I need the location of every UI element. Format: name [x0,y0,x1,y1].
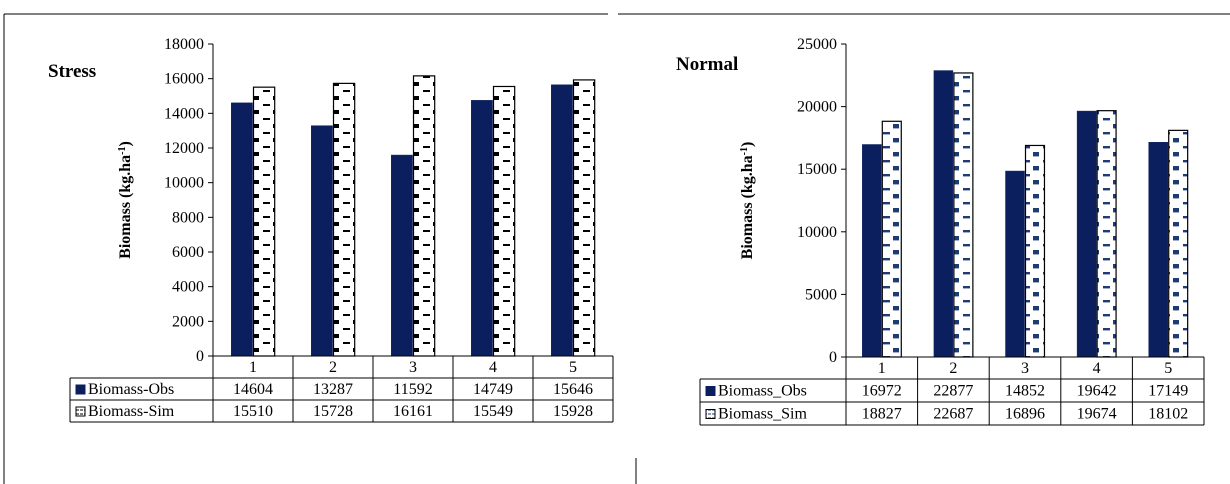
table-cell-value: 15646 [553,381,593,398]
bar-Biomass_Obs-1 [862,144,882,358]
y-tick-label: 18000 [164,36,204,53]
bar-Biomass-Obs-1 [231,102,253,357]
legend-series-name: Biomass-Obs [88,381,174,398]
x-category-label: 2 [329,359,337,376]
bar-Biomass-Obs-5 [551,84,573,357]
bar-Biomass_Obs-5 [1148,142,1168,358]
y-tick-label: 8000 [172,209,204,226]
y-axis-label-superscript: -1 [739,147,750,155]
x-category-label: 1 [878,360,886,377]
y-axis-label-close: ) [117,141,134,146]
y-tick-label: 12000 [164,140,204,157]
y-axis-label-superscript: -1 [117,146,128,154]
frame [3,13,1230,484]
bar-Biomass-Sim-3 [412,75,436,357]
y-tick-label: 0 [829,349,837,366]
y-tick-label: 10000 [797,224,837,241]
chart-title: Normal [676,54,738,75]
bar-Biomass-Sim-4 [492,85,516,357]
table-cell-value: 15549 [473,403,513,420]
x-category-label: 4 [489,359,497,376]
y-tick-label: 6000 [172,244,204,261]
legend-key-Biomass-Sim [75,406,86,417]
table-cell-value: 16972 [862,383,902,400]
y-axis-label: Biomass (kg.ha-1) [117,141,135,259]
y-tick-label: 0 [196,348,204,365]
bar-Biomass_Sim-5 [1168,129,1189,358]
table-cell-value: 16896 [1005,406,1045,423]
table-cell-value: 16161 [393,403,433,420]
table-cell-value: 19642 [1077,383,1117,400]
bar-Biomass_Sim-4 [1096,110,1117,358]
legend-series-name: Biomass_Obs [718,383,807,400]
stress-panel: Stress Biomass (kg.ha-1) 0 2000 4000 6000 8000… [48,36,614,423]
bar-Biomass-Sim-5 [572,79,596,357]
y-tick-label: 5000 [805,286,837,303]
bar-Biomass-Sim-1 [252,86,276,357]
y-tick-label: 10000 [164,175,204,192]
bar-Biomass_Obs-4 [1076,110,1097,358]
bar-Biomass_Obs-2 [933,70,954,358]
bar-Biomass-Sim-2 [332,82,356,357]
x-category-label: 5 [1164,360,1172,377]
x-category-label: 1 [249,359,257,376]
normal-panel: Normal Biomass (kg.ha-1) 0 5000 10000 15000 20… [676,36,1205,426]
table-cell-value: 15928 [553,403,593,420]
bar-Biomass-Obs-3 [391,154,413,357]
table-cell-value: 14749 [473,381,513,398]
table-cell-value: 18827 [862,406,902,423]
table-cell-value: 13287 [313,381,353,398]
bar-Biomass-Obs-2 [311,125,333,357]
table-cell-value: 19674 [1077,406,1117,423]
bar-Biomass_Obs-3 [1005,170,1025,358]
x-category-label: 3 [409,359,417,376]
table-cell-value: 17149 [1148,383,1188,400]
y-tick-label: 4000 [172,279,204,296]
y-tick-label: 15000 [797,161,837,178]
y-tick-label: 2000 [172,313,204,330]
legend-series-name: Biomass_Sim [718,406,807,423]
bar-Biomass_Sim-2 [953,72,974,358]
y-tick-label: 16000 [164,71,204,88]
y-axis-label-close: ) [739,142,756,147]
table-cell-value: 14604 [233,381,273,398]
table-cell-value: 14852 [1005,383,1045,400]
y-axis-label-main: Biomass (kg.ha [739,155,756,259]
y-tick-label: 14000 [164,105,204,122]
legend-key-Biomass_Sim [705,409,716,419]
x-category-label: 3 [1021,360,1029,377]
x-category-label: 5 [569,359,577,376]
legend-series-name: Biomass-Sim [88,403,175,420]
table-cell-value: 18102 [1148,406,1188,423]
x-category-label: 4 [1093,360,1101,377]
y-axis-label-main: Biomass (kg.ha [117,155,134,259]
legend-key-Biomass_Obs [705,386,716,396]
table-cell-value: 11592 [393,381,432,398]
y-axis-label: Biomass (kg.ha-1) [739,142,757,260]
table-cell-value: 15728 [313,403,353,420]
y-tick-label: 25000 [797,36,837,53]
bar-Biomass_Sim-1 [881,120,902,358]
table-cell-value: 22877 [933,383,973,400]
y-tick-label: 20000 [797,99,837,116]
table-cell-value: 15510 [233,403,273,420]
table-cell-value: 22687 [933,406,973,423]
legend-key-Biomass-Obs [75,384,86,395]
x-category-label: 2 [949,360,957,377]
bar-Biomass_Sim-3 [1024,144,1046,358]
chart-title: Stress [48,61,96,82]
bar-Biomass-Obs-4 [471,100,493,357]
